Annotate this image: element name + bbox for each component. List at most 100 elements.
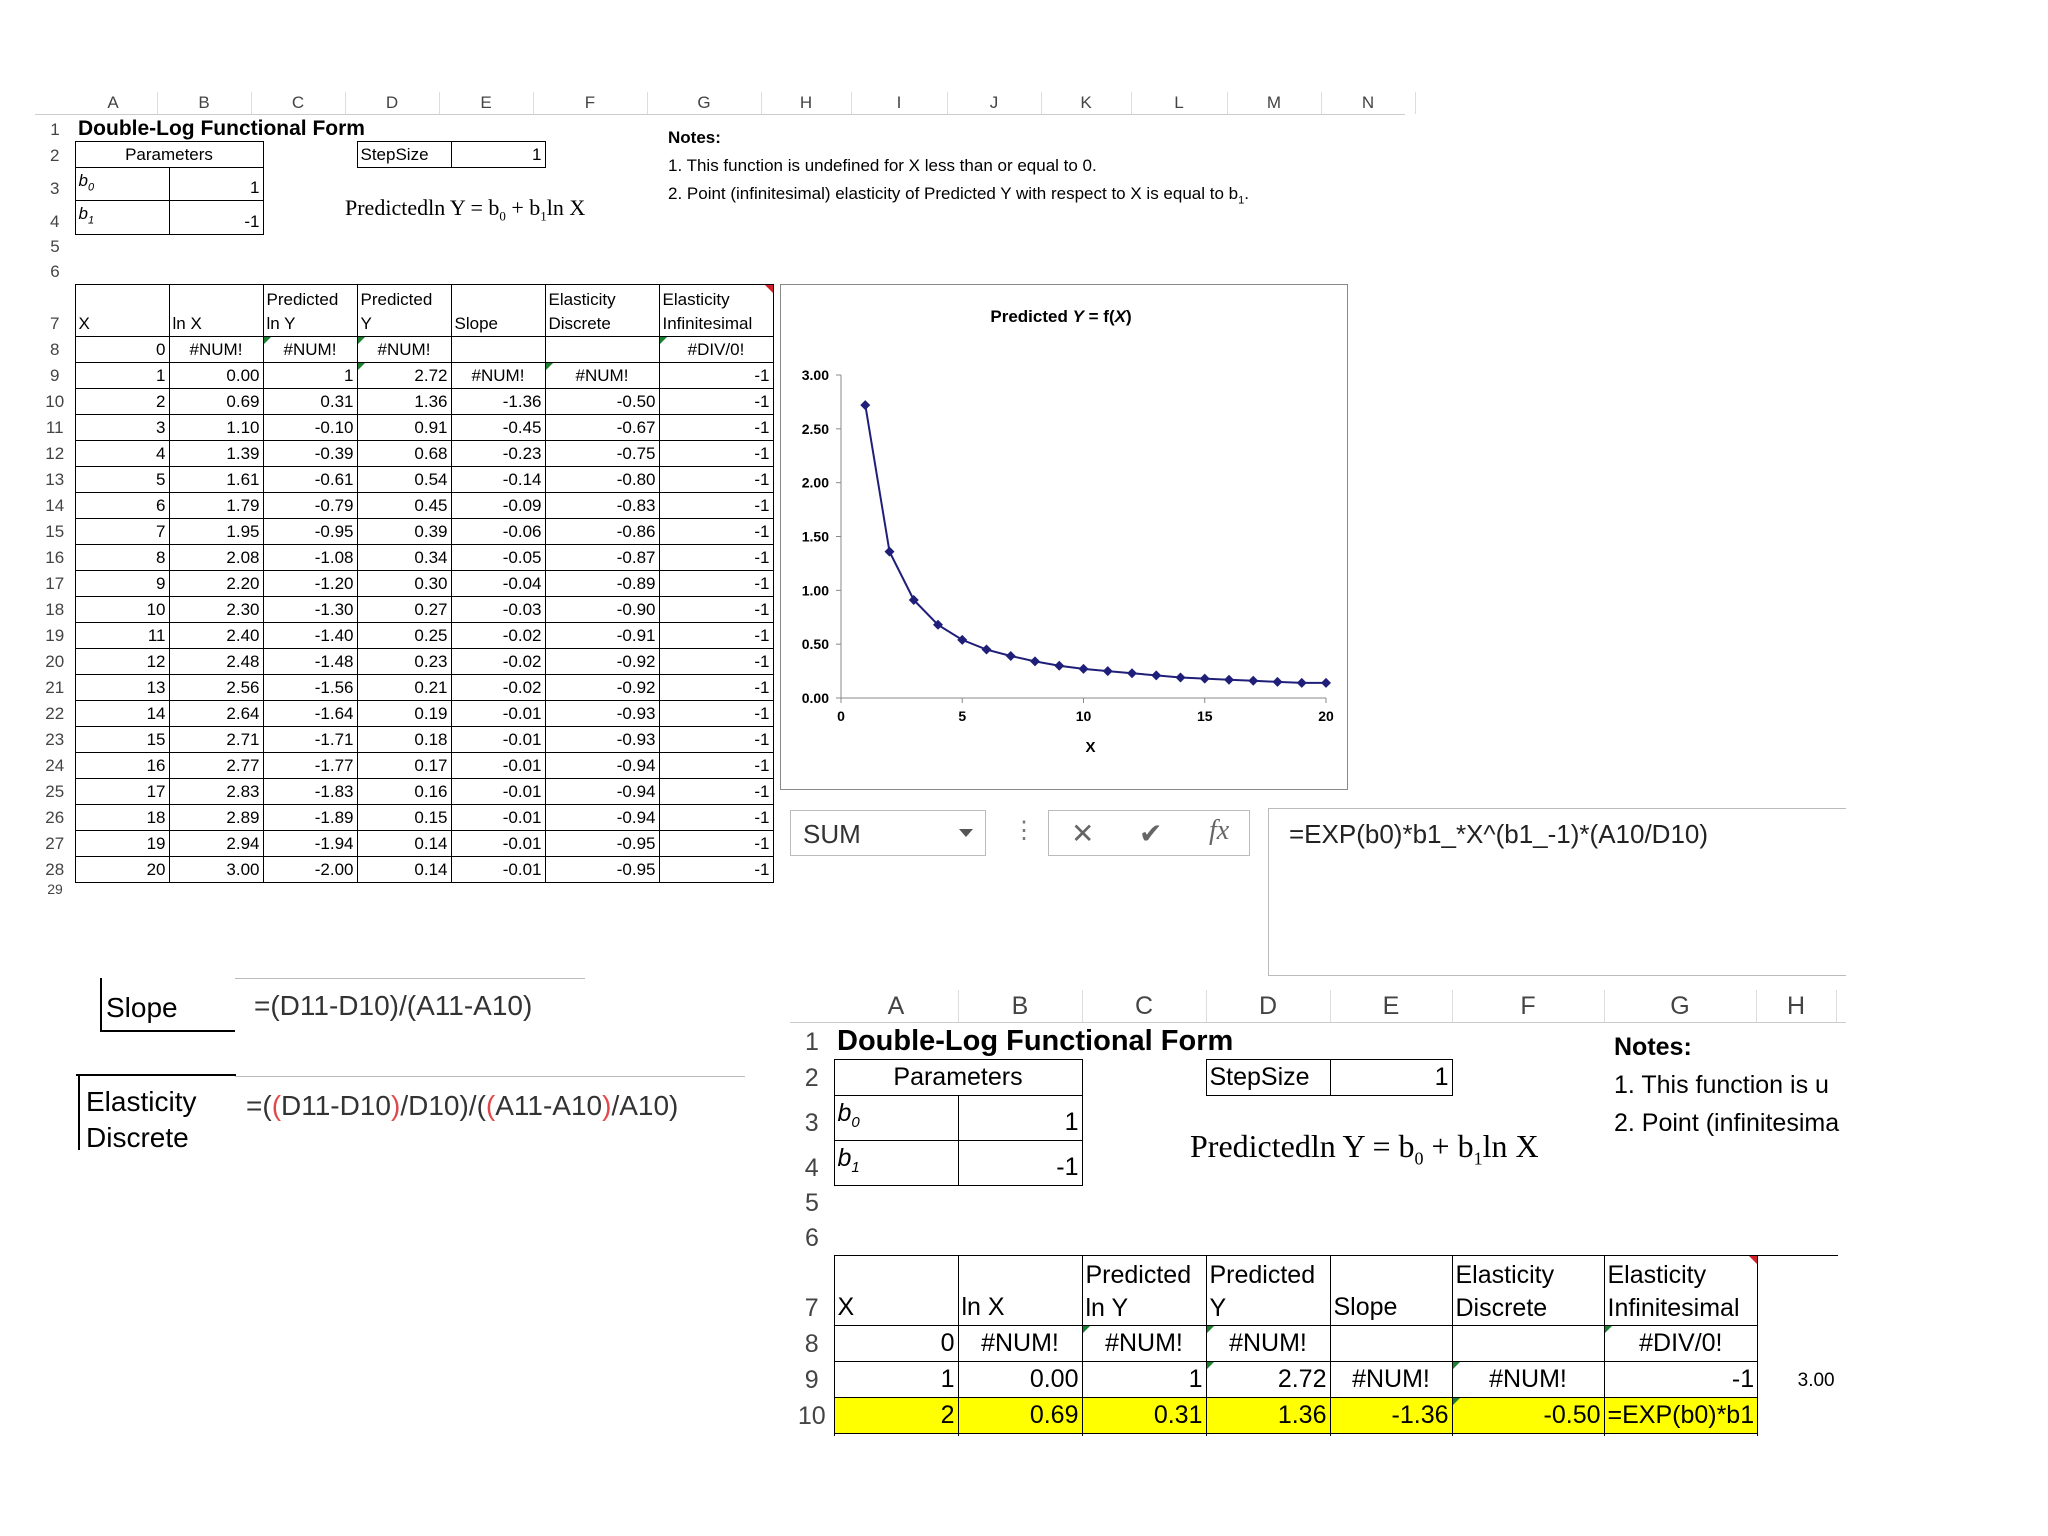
cell[interactable]: -0.50 xyxy=(544,387,660,415)
cell[interactable]: #NUM! xyxy=(356,335,452,363)
cell[interactable]: 0.14 xyxy=(356,855,452,883)
cell[interactable]: -0.92 xyxy=(544,673,660,701)
cell[interactable]: -1 xyxy=(658,673,774,701)
cell[interactable]: 0.17 xyxy=(356,751,452,779)
zoom-cell[interactable]: #NUM! xyxy=(1329,1361,1453,1398)
cell[interactable]: 2.72 xyxy=(356,361,452,389)
zoom-cell[interactable]: -1 xyxy=(1603,1433,1759,1436)
cell[interactable]: 2.20 xyxy=(168,569,264,597)
cell[interactable]: 9 xyxy=(74,569,170,597)
cell[interactable]: -0.95 xyxy=(262,517,358,545)
cell[interactable]: -0.01 xyxy=(450,777,546,805)
cell[interactable]: -0.95 xyxy=(544,829,660,857)
zoom-column-header-g[interactable]: G xyxy=(1604,990,1757,1022)
zoom-cell[interactable]: 0 xyxy=(833,1325,959,1362)
cell[interactable]: -0.94 xyxy=(544,777,660,805)
zoom-cell[interactable]: -1 xyxy=(1603,1361,1759,1398)
cell[interactable]: -0.23 xyxy=(450,439,546,467)
zoom-header-predicted-y[interactable]: Predicted Y xyxy=(1205,1255,1331,1326)
cell[interactable]: 13 xyxy=(74,673,170,701)
zoom-active-cell-formula[interactable]: =EXP(b0)*b1 xyxy=(1603,1397,1759,1434)
cell[interactable]: -1 xyxy=(658,751,774,779)
cell[interactable]: -0.01 xyxy=(450,725,546,753)
cell[interactable]: 0.21 xyxy=(356,673,452,701)
cell[interactable]: 1.36 xyxy=(356,387,452,415)
column-header-a[interactable]: A xyxy=(69,92,158,114)
cell[interactable]: 0.14 xyxy=(356,829,452,857)
cell[interactable]: #NUM! xyxy=(262,335,358,363)
row-header[interactable]: 8 xyxy=(804,1329,819,1358)
cell[interactable]: 1.39 xyxy=(168,439,264,467)
cell[interactable]: 2.40 xyxy=(168,621,264,649)
cell[interactable]: -1.56 xyxy=(262,673,358,701)
cell[interactable]: 0.54 xyxy=(356,465,452,493)
column-header-g[interactable]: G xyxy=(647,92,762,114)
cell[interactable]: 1.95 xyxy=(168,517,264,545)
column-header-e[interactable]: E xyxy=(439,92,534,114)
enter-icon[interactable]: ✔ xyxy=(1139,818,1163,849)
cell[interactable]: -0.91 xyxy=(544,621,660,649)
row-header[interactable]: 1 xyxy=(805,1027,819,1056)
cell[interactable]: 19 xyxy=(74,829,170,857)
cell[interactable]: 2.08 xyxy=(168,543,264,571)
row-header[interactable]: 12 xyxy=(45,444,65,464)
cell[interactable]: -2.00 xyxy=(262,855,358,883)
zoom-cell[interactable]: #NUM! xyxy=(1081,1325,1207,1362)
cell[interactable]: -1 xyxy=(658,777,774,805)
cell[interactable]: -0.02 xyxy=(450,621,546,649)
row-header[interactable]: 19 xyxy=(45,626,65,646)
cell[interactable]: 15 xyxy=(74,725,170,753)
column-header-h[interactable]: H xyxy=(761,92,852,114)
column-header-f[interactable]: F xyxy=(533,92,648,114)
zoom-b1-value[interactable]: -1 xyxy=(957,1140,1083,1186)
cell[interactable]: -1 xyxy=(658,413,774,441)
cell[interactable]: -0.67 xyxy=(544,413,660,441)
cell[interactable]: -0.01 xyxy=(450,829,546,857)
b1-label[interactable]: b1 xyxy=(74,200,170,235)
row-header[interactable]: 2 xyxy=(50,145,60,165)
row-header[interactable]: 20 xyxy=(45,652,65,672)
zoom-cell[interactable]: 1 xyxy=(833,1361,959,1398)
cell[interactable]: -1 xyxy=(658,595,774,623)
fx-icon[interactable]: fx xyxy=(1209,815,1230,846)
zoom-cell[interactable]: 1 xyxy=(1081,1361,1207,1398)
row-header[interactable]: 16 xyxy=(45,548,65,568)
cell[interactable]: 2.56 xyxy=(168,673,264,701)
zoom-b0-label[interactable]: b0 xyxy=(833,1095,959,1141)
row-header[interactable]: 13 xyxy=(45,470,65,490)
row-header[interactable]: 28 xyxy=(45,860,65,880)
cell[interactable]: -1 xyxy=(658,517,774,545)
cell[interactable]: 2.89 xyxy=(168,803,264,831)
cell[interactable]: -0.92 xyxy=(544,647,660,675)
cell[interactable]: -1 xyxy=(658,621,774,649)
row-header[interactable]: 21 xyxy=(45,678,65,698)
cell[interactable]: 5 xyxy=(74,465,170,493)
cell[interactable]: 2.94 xyxy=(168,829,264,857)
zoom-cell[interactable]: 0.69 xyxy=(957,1397,1083,1434)
zoom-cell[interactable]: 2.72 xyxy=(1205,1361,1331,1398)
cell[interactable]: -0.02 xyxy=(450,673,546,701)
row-header[interactable]: 10 xyxy=(45,392,65,412)
row-header[interactable]: 8 xyxy=(50,340,60,360)
zoom-cell[interactable]: 1.10 xyxy=(957,1433,1083,1436)
row-header[interactable]: 17 xyxy=(45,574,65,594)
cell[interactable]: 1.10 xyxy=(168,413,264,441)
zoom-header-predicted-lny[interactable]: Predicted ln Y xyxy=(1081,1255,1207,1326)
zoom-b1-label[interactable]: b1 xyxy=(833,1140,959,1186)
cell[interactable]: -0.94 xyxy=(544,751,660,779)
row-header[interactable]: 6 xyxy=(805,1223,819,1252)
zoom-cell[interactable] xyxy=(1451,1325,1605,1362)
cell[interactable]: #NUM! xyxy=(450,361,546,389)
row-header[interactable]: 29 xyxy=(47,882,63,897)
row-header[interactable]: 2 xyxy=(804,1063,819,1092)
cell[interactable]: -1.89 xyxy=(262,803,358,831)
column-header-c[interactable]: C xyxy=(251,92,346,114)
zoom-cell[interactable] xyxy=(1329,1325,1453,1362)
zoom-cell[interactable]: #DIV/0! xyxy=(1603,1325,1759,1362)
cell[interactable]: 0.00 xyxy=(168,361,264,389)
cell[interactable]: -1.40 xyxy=(262,621,358,649)
zoom-cell[interactable]: 3 xyxy=(833,1433,959,1436)
row-header[interactable]: 3 xyxy=(50,178,60,198)
cell[interactable]: 14 xyxy=(74,699,170,727)
zoom-header-slope[interactable]: Slope xyxy=(1329,1255,1453,1326)
